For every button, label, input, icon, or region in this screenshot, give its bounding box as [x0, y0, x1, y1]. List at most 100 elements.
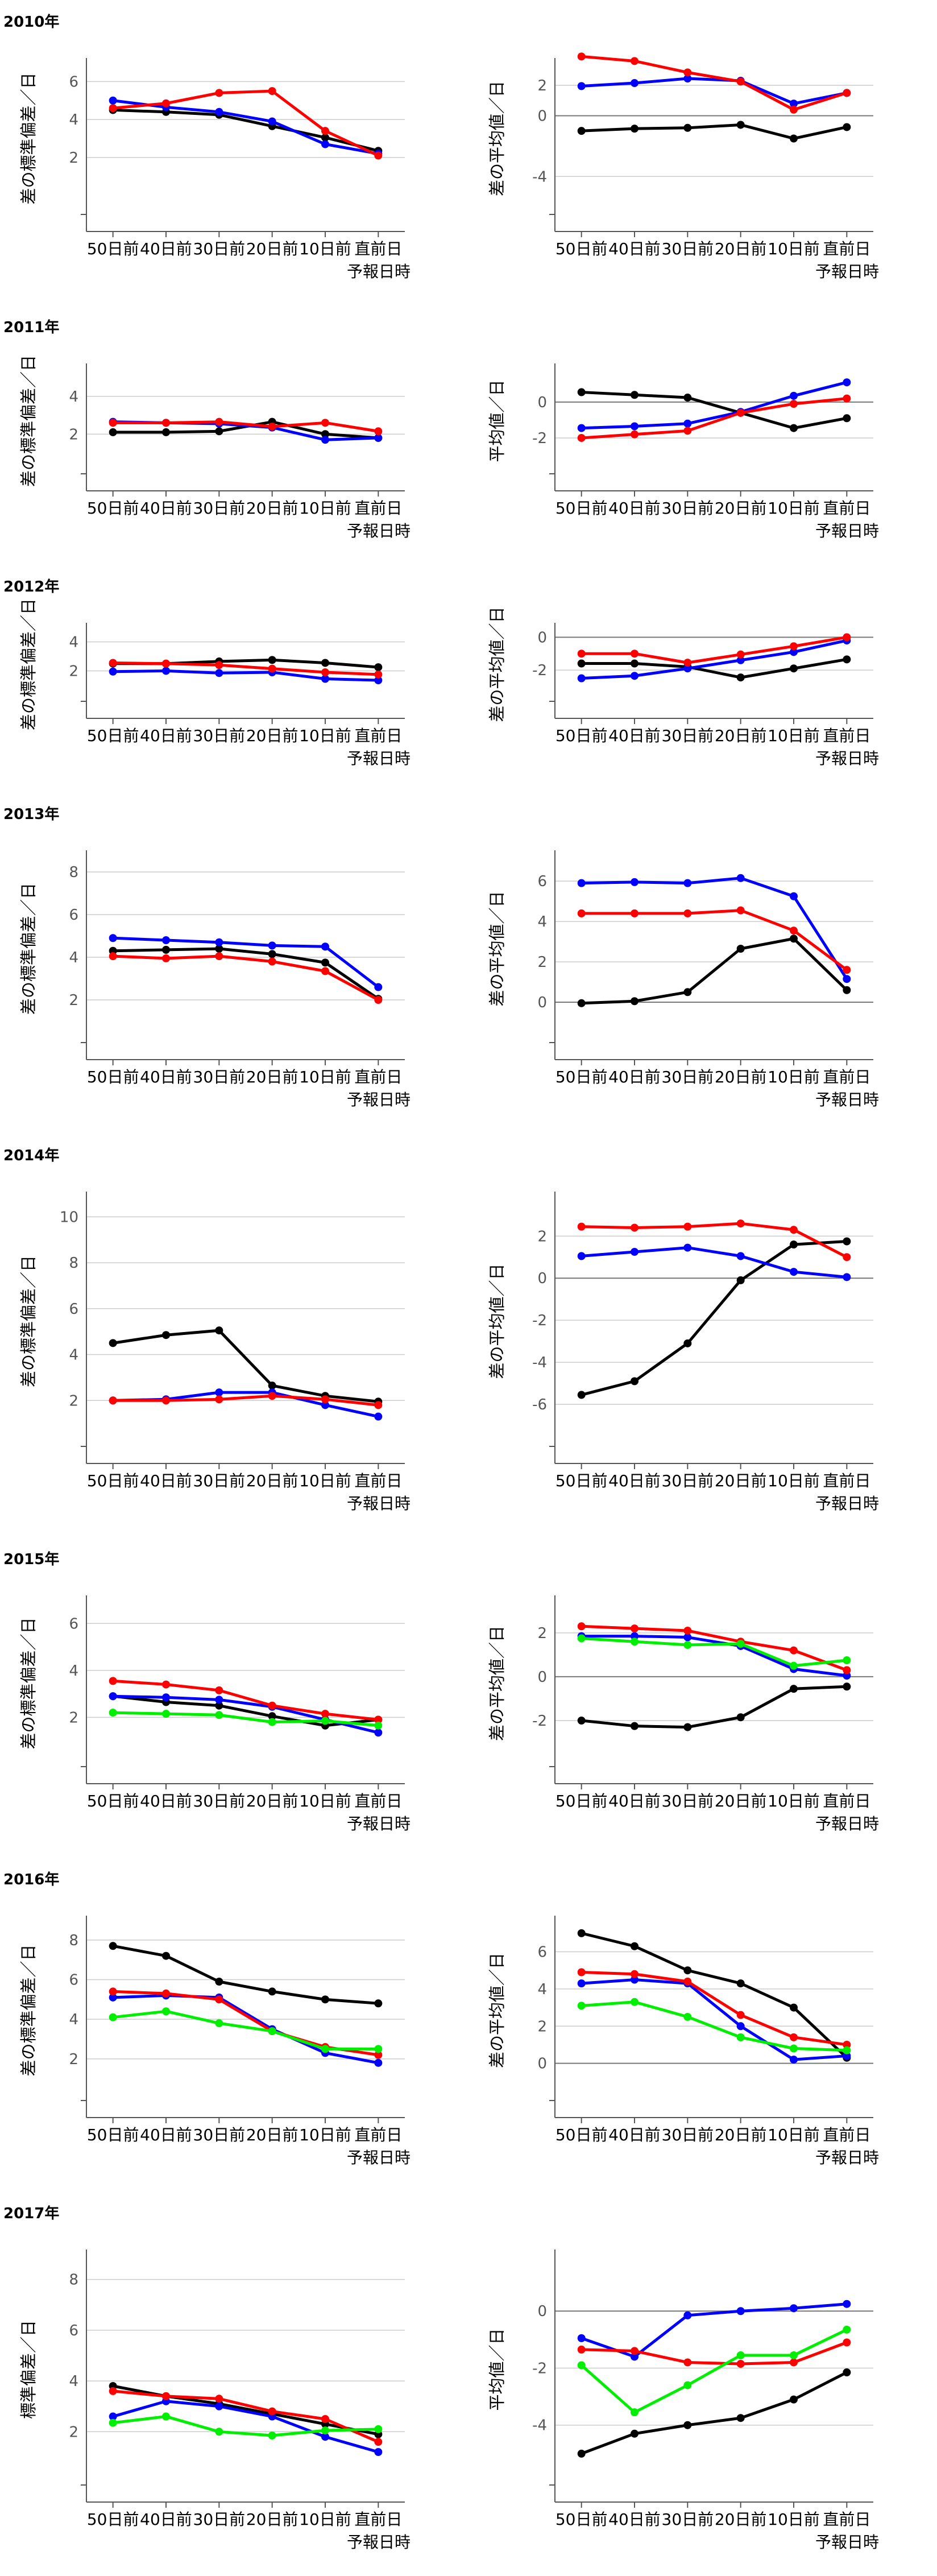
data-point — [736, 874, 745, 882]
x-axis-title: 予報日時 — [815, 2533, 879, 2552]
x-tick-label: 20日前 — [246, 499, 298, 518]
series-line — [580, 639, 848, 680]
series-line — [111, 1394, 380, 1407]
x-tick-label: 50日前 — [555, 726, 608, 745]
y-tick-label: -2 — [532, 2360, 547, 2377]
data-point — [736, 77, 745, 86]
data-point — [683, 1243, 692, 1252]
y-axis-title: 差の標準偏差／日 — [19, 72, 38, 204]
x-tick-label: 50日前 — [555, 1068, 608, 1086]
y-tick-label: 2 — [69, 663, 78, 680]
x-tick-label: 30日前 — [662, 239, 714, 258]
series-line — [580, 1239, 848, 1396]
series-line — [580, 1932, 848, 2060]
x-tick-label: 10日前 — [299, 1792, 351, 1810]
data-point — [843, 655, 851, 664]
data-point — [790, 1241, 798, 1249]
y-axis-title: 差の標準偏差／日 — [19, 1944, 38, 2076]
data-point — [215, 1388, 223, 1397]
x-tick-label: 10日前 — [768, 239, 820, 258]
data-point — [790, 424, 798, 432]
x-tick-label: 40日前 — [608, 1471, 661, 1490]
data-point — [374, 433, 383, 442]
data-point — [683, 75, 692, 83]
data-point — [321, 2433, 329, 2441]
data-point — [268, 2027, 276, 2036]
data-point — [268, 950, 276, 958]
data-point — [162, 2412, 170, 2421]
data-point — [843, 414, 851, 423]
data-point — [109, 1339, 117, 1347]
data-point — [631, 672, 639, 680]
data-point — [374, 1715, 383, 1724]
x-tick-label: 10日前 — [768, 1068, 820, 1086]
data-point — [109, 2387, 117, 2395]
x-tick-label: 50日前 — [87, 1792, 139, 1810]
data-point — [374, 676, 383, 685]
series-line — [111, 2009, 380, 2050]
data-point — [321, 140, 329, 148]
series-line — [111, 2389, 380, 2443]
data-point — [268, 656, 276, 664]
data-point — [577, 433, 586, 442]
x-tick-label: 10日前 — [768, 726, 820, 745]
data-point — [321, 942, 329, 951]
data-point — [374, 2050, 383, 2059]
y-tick-label: 0 — [537, 394, 547, 411]
year-label: 2015年 — [3, 1551, 60, 1568]
data-point — [162, 428, 170, 436]
data-point — [109, 2418, 117, 2427]
data-point — [843, 1253, 851, 1262]
data-point — [736, 2414, 745, 2422]
series-line — [580, 391, 848, 430]
data-point — [321, 1395, 329, 1404]
y-tick-label: 2 — [537, 77, 547, 94]
data-point — [577, 1391, 586, 1399]
data-point — [790, 400, 798, 408]
data-point — [109, 934, 117, 942]
y-tick-label: -2 — [532, 662, 547, 679]
y-tick-label: -2 — [532, 1713, 547, 1730]
data-point — [683, 1339, 692, 1347]
series-line — [580, 658, 848, 679]
data-point — [577, 1929, 586, 1937]
x-axis-title: 予報日時 — [815, 1814, 879, 1833]
data-point — [736, 2351, 745, 2359]
y-tick-label: 2 — [69, 426, 78, 443]
data-point — [790, 2033, 798, 2041]
data-point — [321, 127, 329, 135]
series-line — [580, 937, 848, 1005]
data-point — [843, 633, 851, 642]
x-axis-title: 予報日時 — [347, 262, 411, 281]
data-point — [843, 1672, 851, 1680]
data-point — [577, 127, 586, 135]
y-axis-title: 差の平均値／日 — [487, 891, 507, 1006]
data-point — [683, 2311, 692, 2319]
y-axis-title: 差の標準偏差／日 — [19, 883, 38, 1015]
data-point — [843, 394, 851, 403]
series-line — [111, 954, 380, 1002]
series-line — [111, 420, 380, 433]
data-point — [631, 1632, 639, 1640]
y-axis-title: 差の平均値／日 — [487, 1953, 507, 2068]
x-tick-label: 10日前 — [768, 2510, 820, 2529]
data-point — [215, 1711, 223, 1719]
data-point — [109, 1677, 117, 1685]
series-line — [111, 669, 380, 682]
x-axis-title: 予報日時 — [815, 262, 879, 281]
x-axis-title: 予報日時 — [347, 522, 411, 540]
data-point — [736, 1640, 745, 1648]
y-tick-label: 0 — [537, 1270, 547, 1287]
data-point — [162, 659, 170, 668]
series-line — [111, 89, 380, 158]
data-point — [736, 650, 745, 659]
data-point — [321, 2045, 329, 2053]
data-point — [162, 667, 170, 675]
x-tick-label: 20日前 — [715, 2126, 767, 2144]
y-tick-label: 0 — [537, 107, 547, 125]
data-point — [162, 419, 170, 427]
data-point — [683, 664, 692, 673]
data-point — [109, 1993, 117, 2002]
data-point — [736, 121, 745, 129]
